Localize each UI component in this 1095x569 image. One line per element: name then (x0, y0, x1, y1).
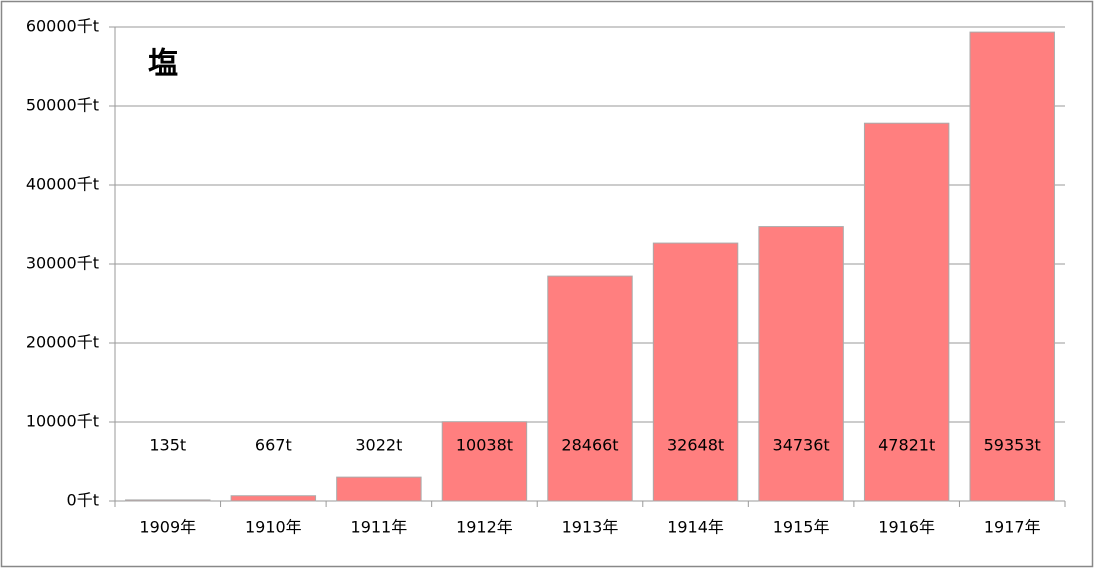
data-label: 47821t (878, 436, 935, 455)
x-tick-label: 1913年 (562, 518, 619, 537)
bar (969, 31, 1055, 502)
data-label: 59353t (984, 436, 1041, 455)
y-tick-label: 50000千t (26, 96, 99, 115)
chart-title: 塩 (148, 47, 178, 82)
x-tick-label: 1909年 (139, 518, 196, 537)
x-tick-label: 1916年 (878, 518, 935, 537)
bar (863, 122, 950, 502)
y-tick-label: 0千t (67, 491, 99, 510)
bar (441, 421, 528, 502)
bar (547, 275, 633, 502)
bar (336, 476, 422, 502)
data-label: 32648t (667, 436, 724, 455)
data-label: 135t (149, 436, 186, 455)
y-tick-label: 20000千t (26, 333, 99, 352)
bar (125, 499, 211, 502)
x-tick-label: 1914年 (667, 518, 724, 537)
data-label: 667t (255, 436, 292, 455)
bar (652, 242, 739, 502)
y-tick-label: 60000千t (26, 17, 99, 36)
data-label: 28466t (561, 436, 618, 455)
data-label: 3022t (355, 436, 402, 455)
bar (758, 226, 844, 502)
y-tick-label: 30000千t (26, 254, 99, 273)
data-label: 10038t (456, 436, 513, 455)
x-tick-label: 1912年 (456, 518, 513, 537)
x-tick-label: 1911年 (351, 518, 408, 537)
bar (230, 495, 317, 502)
y-tick-label: 40000千t (26, 175, 99, 194)
x-tick-label: 1917年 (984, 518, 1041, 537)
y-tick-label: 10000千t (26, 412, 99, 431)
x-tick-label: 1915年 (773, 518, 830, 537)
data-label: 34736t (773, 436, 830, 455)
x-tick-label: 1910年 (245, 518, 302, 537)
